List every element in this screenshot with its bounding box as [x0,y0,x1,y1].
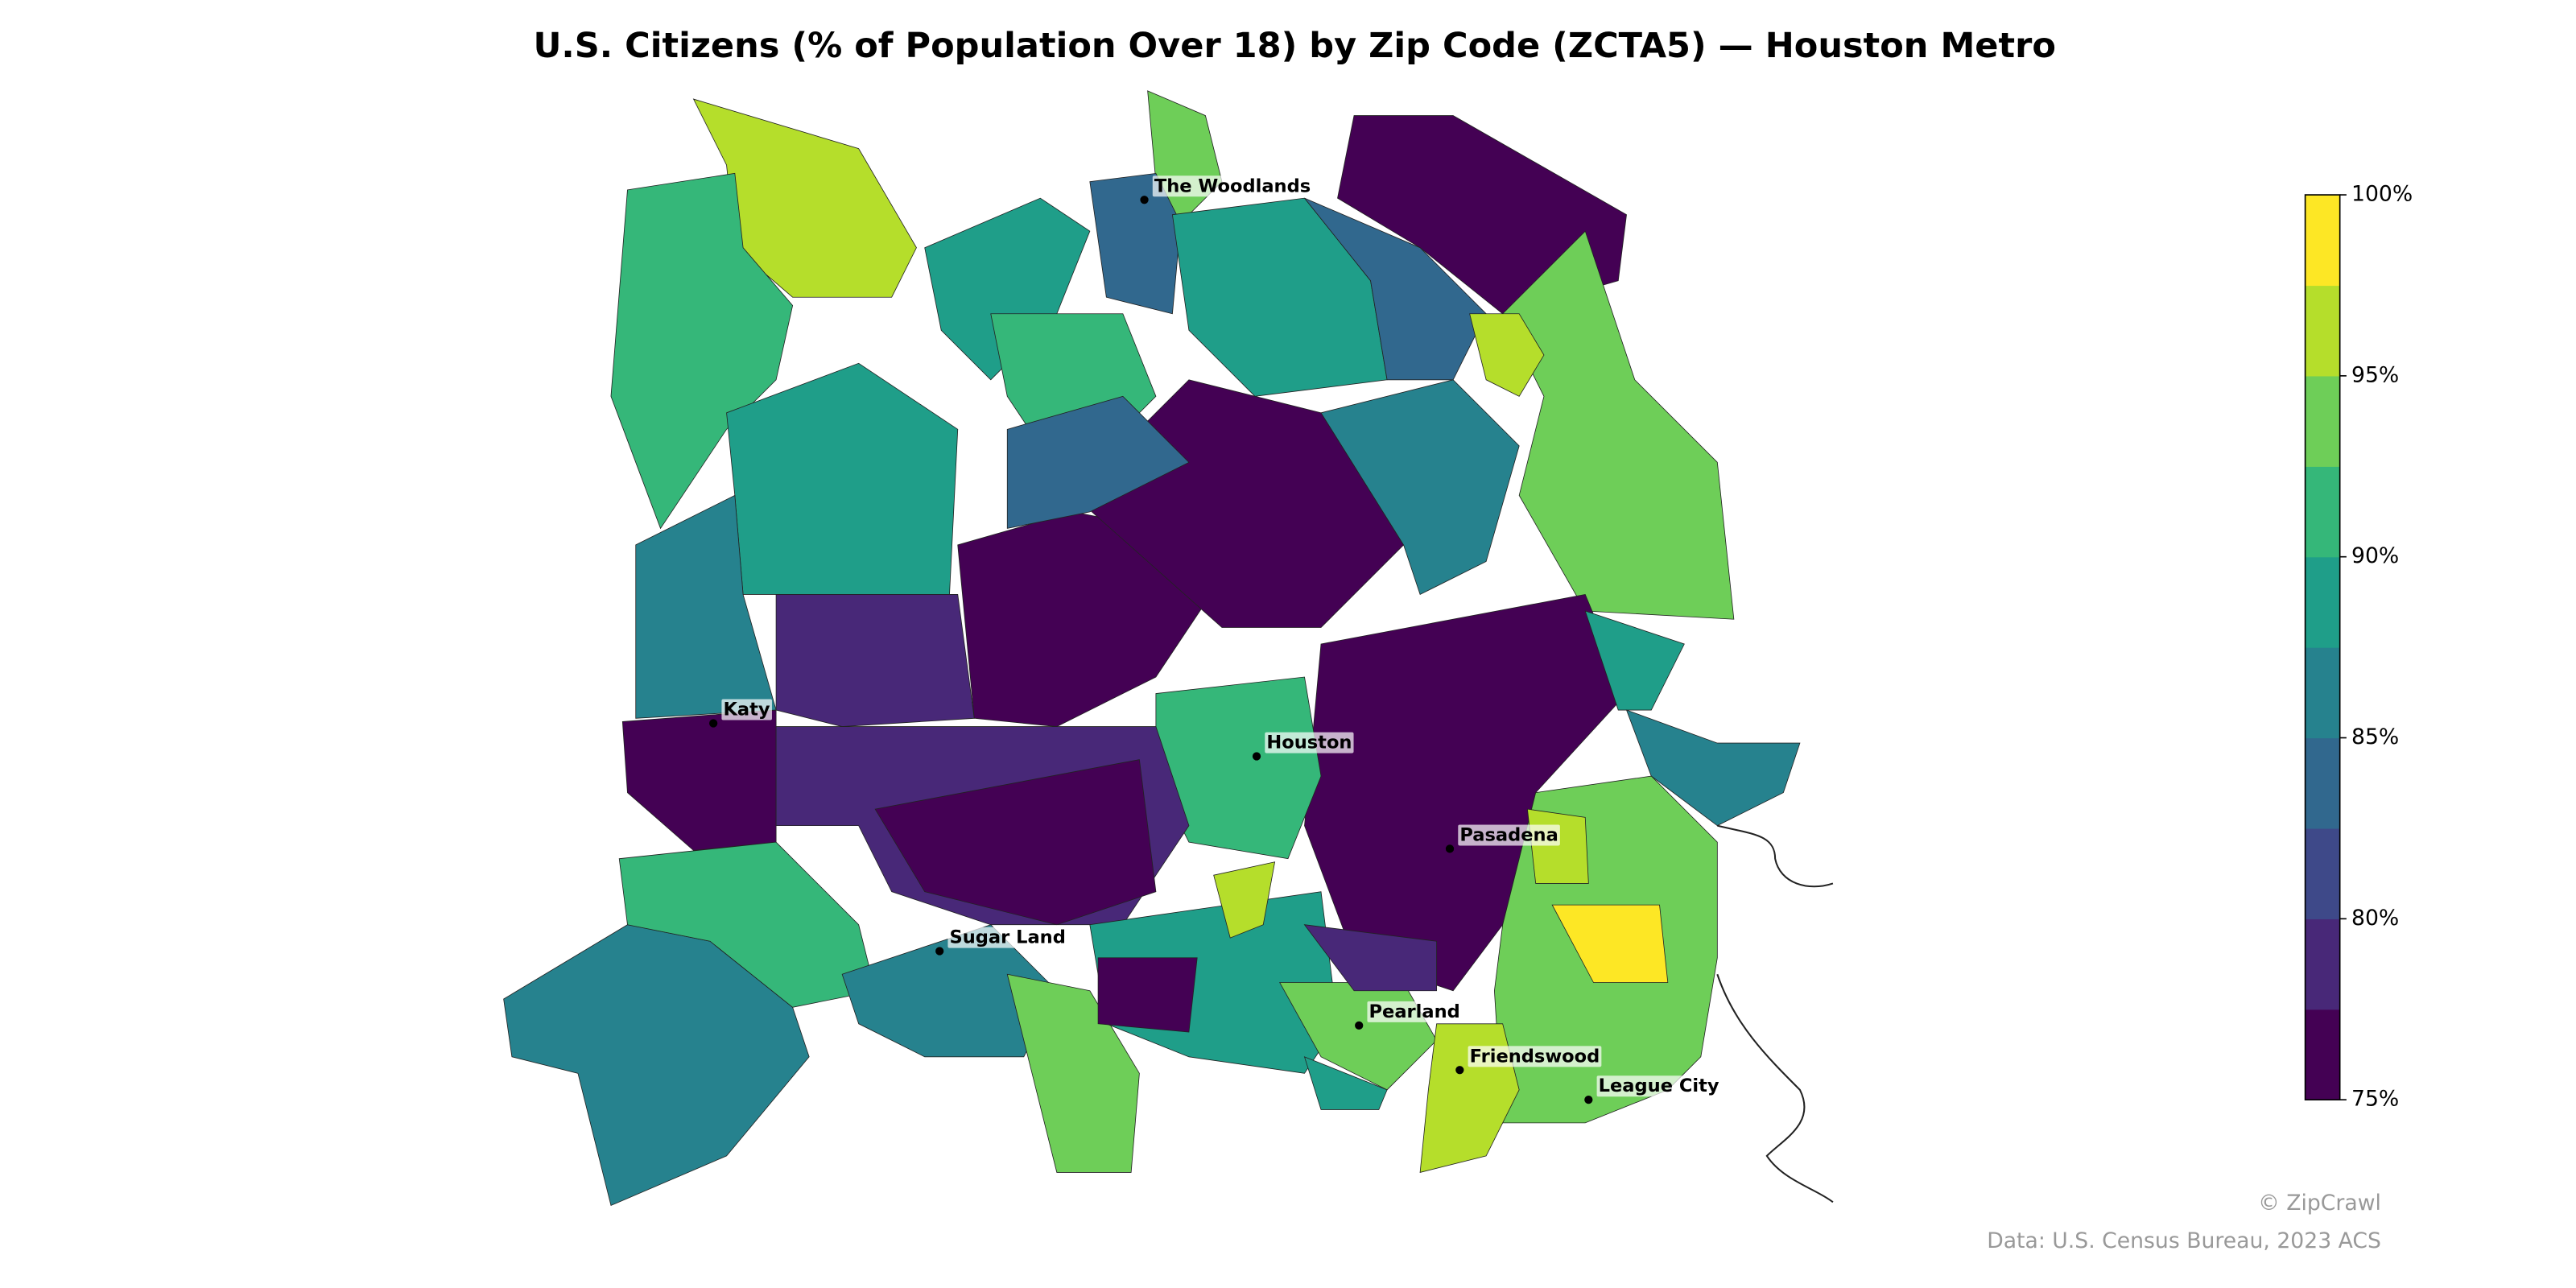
zip-region [841,924,1058,1058]
city-label: Friendswood [1470,1046,1600,1067]
city-label: Sugar Land [949,927,1065,948]
city-dot [1445,844,1455,853]
zip-region [618,841,876,1008]
colorbar: 75% 80% 85% 90% 95% 100% [2304,182,2413,1112]
zip-region [1097,957,1198,1033]
colorbar-bin [2305,647,2340,739]
colorbar-tick-label: 90% [2351,543,2399,568]
colorbar-tick-label: 85% [2351,724,2399,749]
city-label-bg [1265,732,1354,753]
city-label-bg [1468,1046,1602,1067]
city-label-bg [1367,1001,1462,1022]
city-label: The Woodlands [1154,175,1311,196]
source-note: Data: U.S. Census Bureau, 2023 ACS [1987,1228,2381,1253]
zip-region [775,594,975,727]
credit: © ZipCrawl [2258,1191,2381,1216]
city-labels: The Woodlands Katy Houston Pasadena Sugar La… [709,175,1721,1104]
zip-region [1469,313,1545,397]
city-label-bg [1596,1075,1721,1097]
city-dot [935,947,944,956]
zip-region [1303,1056,1388,1110]
city-label: Houston [1266,733,1352,753]
zip-region [1006,395,1190,529]
city-label: Katy [723,700,770,720]
zip-region [1551,904,1669,983]
zip-region [1526,808,1589,884]
colorbar-bin [2305,1009,2340,1100]
colorbar-bin [2305,919,2340,1010]
city-label-bg [1458,824,1560,846]
city-label: Pearland [1369,1001,1460,1022]
zip-region [1320,379,1520,596]
city-label: League City [1599,1075,1719,1096]
colorbar-tick-label: 80% [2351,906,2399,931]
colorbar-bin [2305,556,2340,648]
coastline [1716,824,1834,1203]
colorbar-bin [2305,466,2340,558]
zip-region [635,494,777,719]
colorbar-bin [2305,737,2340,829]
city-dot [1584,1096,1593,1104]
city-dot [709,719,718,728]
colorbar-bin [2305,195,2340,287]
city-dot [1140,196,1149,204]
regions [503,90,1801,1207]
zip-region [1303,924,1438,992]
city-dot [1355,1021,1364,1030]
colorbar-frame [2304,194,2341,1100]
colorbar-bin [2305,375,2340,467]
city-label: Pasadena [1459,824,1558,845]
chart-title: U.S. Citizens (% of Population Over 18) … [533,26,2055,66]
city-label-bg [721,699,772,720]
colorbar-tick-label: 75% [2351,1087,2399,1112]
colorbar-tick-label: 95% [2351,362,2399,387]
colorbar-tick-label: 100% [2351,182,2413,207]
city-dot [1455,1066,1464,1075]
zip-region [1502,230,1735,620]
colorbar-bin [2305,828,2340,919]
colorbar-bin [2305,285,2340,377]
zip-region [1213,861,1276,939]
zip-region [1089,172,1182,315]
zip-region [1584,610,1685,711]
city-label-bg [947,927,1067,948]
city-dot [1252,752,1261,761]
city-label-bg [1152,175,1313,197]
zip-region [610,172,794,530]
zip-region [874,759,1157,926]
